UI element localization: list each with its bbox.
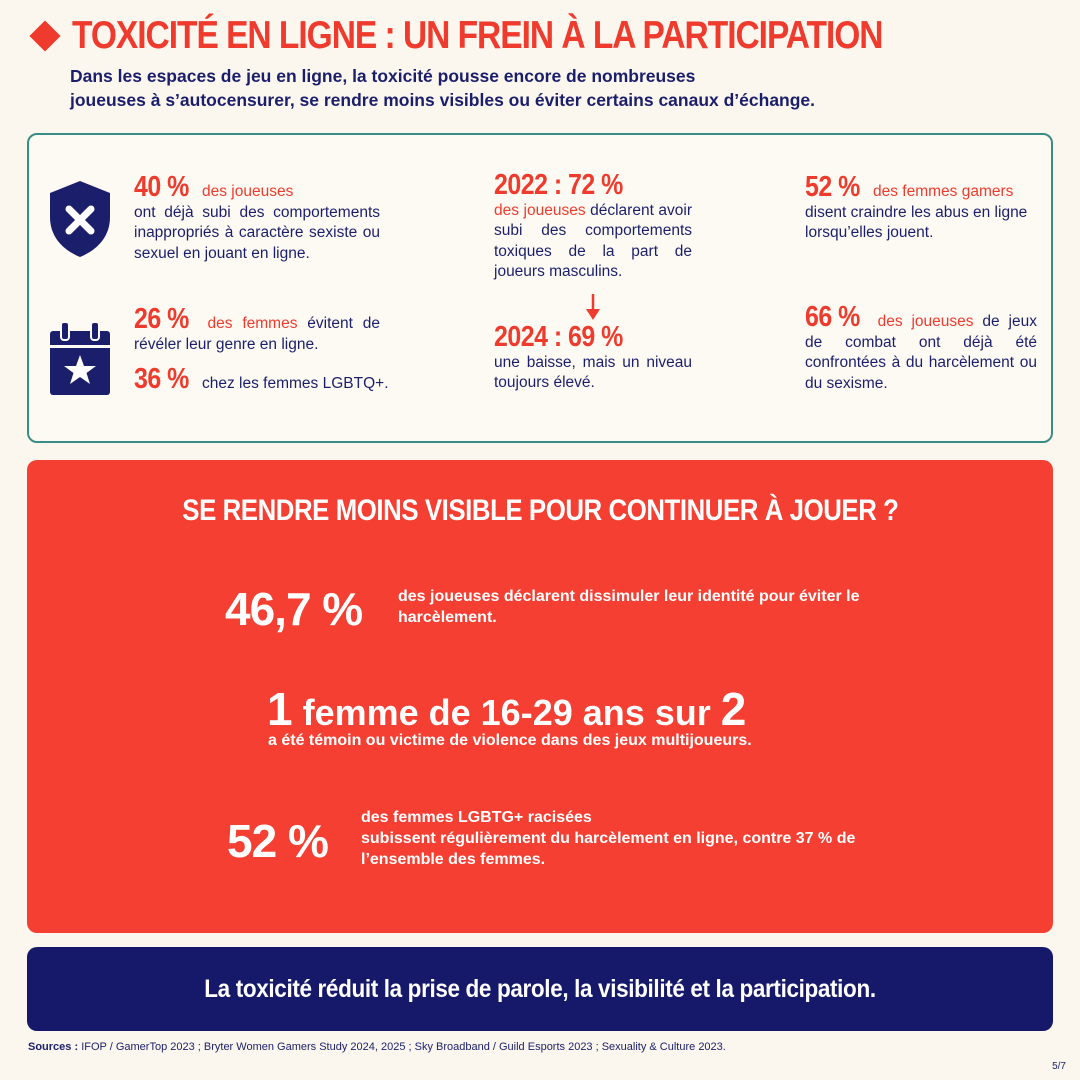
conclusion-band: La toxicité réduit la prise de parole, l… bbox=[27, 947, 1053, 1031]
stat-36-text: chez les femmes LGBTQ+. bbox=[197, 375, 389, 392]
calendar-star-icon bbox=[50, 321, 110, 395]
panel-stat-1-value: 46,7 % bbox=[225, 583, 363, 635]
subtitle-line-1: Dans les espaces de jeu en ligne, la tox… bbox=[70, 66, 696, 86]
diamond-icon bbox=[29, 20, 61, 52]
stat-2022: 2022 : 72 % des joueuses déclarent avoir… bbox=[494, 169, 692, 283]
stat-2022-lead: des joueuses bbox=[494, 201, 586, 219]
visibility-panel: SE RENDRE MOINS VISIBLE POUR CONTINUER À… bbox=[27, 460, 1053, 933]
stat-26-lead: des femmes bbox=[197, 315, 298, 332]
panel-stat-1-text: des joueuses déclarent dissimuler leur i… bbox=[398, 588, 860, 626]
page-title: TOXICITÉ EN LIGNE : UN FREIN À LA PARTIC… bbox=[72, 14, 884, 57]
stat-2022-value: 2022 : 72 % bbox=[494, 169, 623, 201]
stat-2022-text: déclarent avoir subi des comportements t… bbox=[494, 201, 692, 281]
title-row: TOXICITÉ EN LIGNE : UN FREIN À LA PARTIC… bbox=[28, 14, 1014, 58]
stat-40: 40 % des joueuses ont déjà subi des comp… bbox=[134, 171, 380, 264]
sources-text: IFOP / GamerTop 2023 ; Bryter Women Game… bbox=[78, 1041, 726, 1053]
panel-title-text: SE RENDRE MOINS VISIBLE POUR CONTINUER À… bbox=[181, 494, 899, 527]
stat-2024: 2024 : 69 % une baisse, mais un niveau t… bbox=[494, 321, 692, 394]
panel-stat-3-value: 52 % bbox=[227, 815, 329, 867]
stat-52-text: disent craindre les abus en ligne lorsqu… bbox=[805, 203, 1028, 242]
stats-box: 40 % des joueuses ont déjà subi des comp… bbox=[27, 133, 1053, 443]
panel-stat-2-text: a été témoin ou victime de violence dans… bbox=[268, 732, 752, 749]
panel-stat-3-text: des femmes LGBTG+ racisées subissent rég… bbox=[361, 807, 861, 870]
stat-36: 36 % chez les femmes LGBTQ+. bbox=[134, 363, 394, 395]
arrow-down-icon bbox=[586, 294, 600, 320]
stat-2024-value: 2024 : 69 % bbox=[494, 321, 623, 353]
stat-40-lead: des joueuses bbox=[197, 183, 294, 200]
stat-26: 26 % des femmes évitent de révéler leur … bbox=[134, 303, 380, 355]
panel-stat-2-n2: 2 bbox=[720, 683, 747, 735]
stat-26-value: 26 % bbox=[134, 303, 189, 335]
stat-52-value: 52 % bbox=[805, 171, 860, 203]
stat-66-lead: des joueuses bbox=[868, 313, 974, 330]
panel-stat-3-line-2: subissent régulièrement du harcèlement e… bbox=[361, 830, 856, 868]
stat-52-lead: des femmes gamers bbox=[868, 183, 1014, 200]
panel-stat-2-mid: femme de 16-29 ans sur bbox=[292, 692, 721, 733]
conclusion-text: La toxicité réduit la prise de parole, l… bbox=[204, 974, 876, 1003]
stat-66-value: 66 % bbox=[805, 301, 860, 333]
stat-66-text: de jeux de combat ont déjà été confronté… bbox=[805, 313, 1037, 392]
page-subtitle: Dans les espaces de jeu en ligne, la tox… bbox=[70, 64, 970, 112]
sources: Sources : IFOP / GamerTop 2023 ; Bryter … bbox=[28, 1041, 726, 1053]
sources-label: Sources : bbox=[28, 1041, 79, 1053]
stat-36-value: 36 % bbox=[134, 363, 189, 395]
shield-x-icon bbox=[50, 181, 110, 257]
stat-2024-text: une baisse, mais un niveau toujours élev… bbox=[494, 353, 692, 392]
stat-40-text: ont déjà subi des comportements inapprop… bbox=[134, 203, 380, 262]
stat-66: 66 % des joueuses de jeux de combat ont … bbox=[805, 301, 1037, 394]
stat-40-value: 40 % bbox=[134, 171, 189, 203]
panel-stat-2: 1 femme de 16-29 ans sur 2 bbox=[267, 682, 746, 736]
panel-stat-3-line-1: des femmes LGBTG+ racisées bbox=[361, 809, 592, 826]
stat-52: 52 % des femmes gamers disent craindre l… bbox=[805, 171, 1037, 244]
panel-stat-2-n1: 1 bbox=[267, 683, 293, 735]
subtitle-line-2: joueuses à s’autocensurer, se rendre moi… bbox=[70, 90, 816, 110]
panel-title: SE RENDRE MOINS VISIBLE POUR CONTINUER À… bbox=[27, 494, 1053, 528]
page-number: 5/7 bbox=[1052, 1061, 1066, 1072]
stat-26-text: évitent de révéler leur genre en ligne. bbox=[134, 315, 380, 353]
